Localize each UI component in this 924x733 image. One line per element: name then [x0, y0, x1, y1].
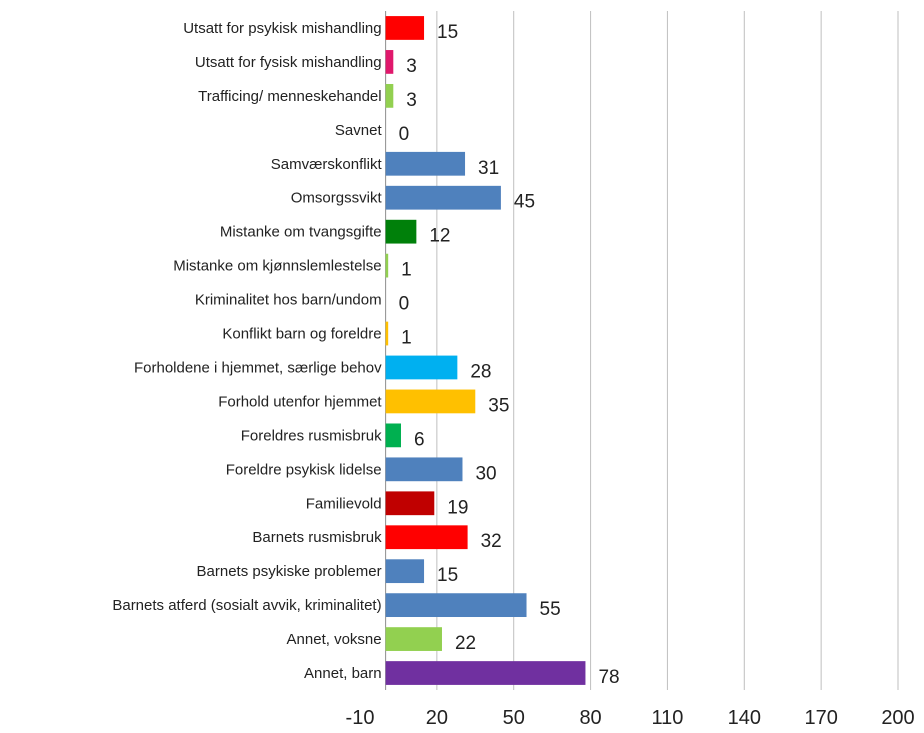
data-label: 3	[406, 90, 417, 111]
category-label: Barnets atferd (sosialt avvik, kriminali…	[112, 597, 381, 614]
bar	[385, 83, 394, 108]
bar	[385, 627, 442, 651]
bar	[385, 50, 394, 74]
bar	[385, 355, 458, 380]
category-label: Utsatt for fysisk mishandling	[195, 54, 382, 71]
bars	[385, 16, 586, 685]
x-tick-label: 200	[881, 707, 914, 729]
data-label: 32	[481, 531, 502, 552]
category-label: Omsorgssvikt	[291, 190, 383, 207]
data-label: 15	[437, 565, 458, 586]
x-tick-label: 50	[503, 707, 525, 729]
category-label: Forholdene i hjemmet, særlige behov	[134, 359, 382, 376]
bar	[385, 525, 468, 550]
bar	[385, 321, 389, 346]
category-label: Annet, barn	[304, 665, 382, 682]
category-label: Kriminalitet hos barn/undom	[195, 292, 382, 309]
data-label: 35	[488, 395, 509, 416]
bar	[385, 253, 389, 278]
bar	[385, 16, 425, 40]
category-label: Trafficing/ menneskehandel	[198, 88, 381, 105]
category-label: Forhold utenfor hjemmet	[218, 393, 382, 410]
bar	[385, 593, 527, 618]
x-tick-label: 110	[651, 707, 683, 729]
data-label: 31	[478, 158, 499, 179]
data-label: 0	[399, 294, 410, 315]
bar	[385, 219, 417, 244]
x-tick-label: 20	[426, 707, 448, 729]
category-label: Barnets psykiske problemer	[197, 563, 382, 580]
category-label: Foreldres rusmisbruk	[241, 427, 382, 444]
bar	[385, 423, 401, 448]
x-tick-label: 80	[579, 707, 601, 729]
category-label: Mistanke om kjønnslemlestelse	[173, 258, 381, 275]
bar	[385, 389, 476, 414]
bar	[385, 185, 501, 210]
data-label: 1	[401, 260, 412, 281]
data-label: 30	[475, 463, 496, 484]
category-label: Barnets rusmisbruk	[252, 529, 382, 546]
data-label: 78	[598, 667, 619, 688]
x-tick-label: 140	[728, 707, 761, 729]
gridlines	[385, 11, 899, 690]
data-label: 15	[437, 22, 458, 43]
data-label: 19	[447, 497, 468, 518]
category-label: Samværskonflikt	[271, 156, 383, 173]
category-label: Annet, voksne	[287, 631, 382, 648]
category-label: Konflikt barn og foreldre	[222, 326, 381, 343]
data-label: 55	[540, 599, 561, 620]
x-tick-label: 170	[804, 707, 837, 729]
x-tick-label: -10	[346, 707, 375, 729]
category-labels: Utsatt for psykisk mishandling Utsatt for…	[112, 20, 382, 682]
data-label: 12	[429, 226, 450, 247]
category-label: Utsatt for psykisk mishandling	[183, 20, 381, 37]
data-label: 1	[401, 328, 412, 349]
x-axis-tick-labels: -10 20 50 80 110 140 170 200	[346, 707, 915, 729]
bar	[385, 661, 586, 685]
data-label: 3	[406, 56, 417, 77]
data-label: 28	[470, 361, 491, 382]
data-label: 0	[399, 124, 410, 145]
data-label: 45	[514, 192, 535, 213]
bar	[385, 491, 435, 516]
data-label: 6	[414, 429, 425, 450]
category-label: Foreldre psykisk lidelse	[226, 461, 382, 478]
category-label: Savnet	[335, 122, 383, 139]
bar	[385, 457, 463, 482]
category-label: Mistanke om tvangsgifte	[220, 224, 382, 241]
category-label: Familievold	[306, 495, 382, 512]
bar	[385, 559, 425, 584]
data-label: 22	[455, 633, 476, 654]
bar	[385, 151, 466, 176]
